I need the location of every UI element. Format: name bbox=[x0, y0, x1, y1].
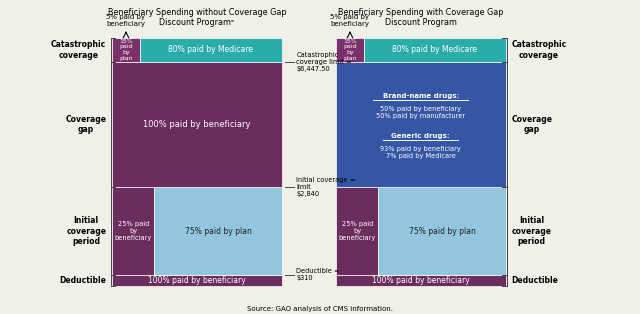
Text: 25% paid
by
beneficiary: 25% paid by beneficiary bbox=[339, 221, 376, 241]
Bar bbox=[336, 275, 506, 286]
Text: Coverage
gap: Coverage gap bbox=[65, 115, 106, 134]
Bar bbox=[336, 187, 378, 275]
Bar bbox=[140, 38, 282, 62]
Text: Beneficiary Spending with Coverage Gap
Discount Program: Beneficiary Spending with Coverage Gap D… bbox=[338, 8, 504, 27]
Text: Brand-name drugs:: Brand-name drugs: bbox=[383, 93, 459, 99]
Bar bbox=[112, 187, 154, 275]
Bar bbox=[378, 187, 506, 275]
Bar bbox=[112, 62, 282, 187]
Text: 80% paid by Medicare: 80% paid by Medicare bbox=[168, 45, 253, 54]
Text: 75% paid by plan: 75% paid by plan bbox=[408, 227, 476, 236]
Text: 5% paid by
beneficiary: 5% paid by beneficiary bbox=[106, 14, 145, 27]
Text: 75% paid by plan: 75% paid by plan bbox=[184, 227, 252, 236]
Text: Generic drugs:: Generic drugs: bbox=[392, 133, 450, 139]
Text: 80% paid by Medicare: 80% paid by Medicare bbox=[392, 45, 477, 54]
Text: Initial coverage =
limit
$2,840: Initial coverage = limit $2,840 bbox=[296, 177, 356, 197]
Bar bbox=[364, 38, 506, 62]
Text: Catastrophic
coverage: Catastrophic coverage bbox=[51, 40, 106, 60]
Text: 93% paid by beneficiary
7% paid by Medicare: 93% paid by beneficiary 7% paid by Medic… bbox=[380, 146, 461, 159]
Text: Initial
coverage
period: Initial coverage period bbox=[66, 216, 106, 246]
Bar bbox=[336, 62, 506, 187]
Text: 100% paid by beneficiary: 100% paid by beneficiary bbox=[372, 276, 470, 285]
Text: Deductible: Deductible bbox=[60, 276, 106, 285]
Text: Source: GAO analysis of CMS information.: Source: GAO analysis of CMS information. bbox=[247, 306, 393, 312]
Text: Catastrophic
coverage limit =
$6,447.50: Catastrophic coverage limit = $6,447.50 bbox=[296, 52, 352, 72]
Bar bbox=[336, 38, 364, 62]
Text: 50% paid by beneficiary
50% paid by manufacturer: 50% paid by beneficiary 50% paid by manu… bbox=[376, 106, 465, 119]
Text: Beneficiary Spending without Coverage Gap
Discount Programᵃ: Beneficiary Spending without Coverage Ga… bbox=[108, 8, 286, 27]
Bar bbox=[154, 187, 282, 275]
Text: 100% paid by beneficiary: 100% paid by beneficiary bbox=[143, 120, 250, 129]
Bar bbox=[112, 275, 282, 286]
Text: 15%
paid
by
plan: 15% paid by plan bbox=[343, 39, 357, 61]
Text: Coverage
gap: Coverage gap bbox=[511, 115, 552, 134]
Text: Deductible =
$310: Deductible = $310 bbox=[296, 268, 340, 281]
Text: 25% paid
by
beneficiary: 25% paid by beneficiary bbox=[115, 221, 152, 241]
Text: 15%
paid
by
plan: 15% paid by plan bbox=[119, 39, 133, 61]
Text: Catastrophic
coverage: Catastrophic coverage bbox=[511, 40, 566, 60]
Text: Initial
coverage
period: Initial coverage period bbox=[511, 216, 552, 246]
Text: 100% paid by beneficiary: 100% paid by beneficiary bbox=[148, 276, 246, 285]
Text: Deductible: Deductible bbox=[511, 276, 558, 285]
Bar bbox=[112, 38, 140, 62]
Text: 5% paid by
beneficiary: 5% paid by beneficiary bbox=[330, 14, 369, 27]
